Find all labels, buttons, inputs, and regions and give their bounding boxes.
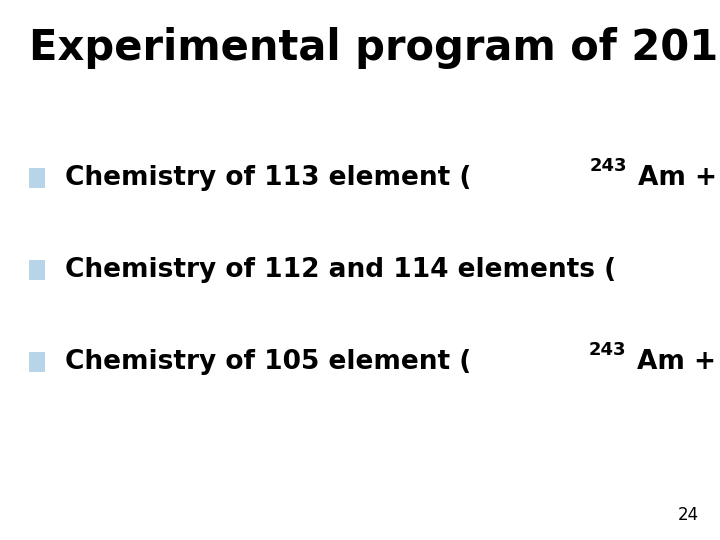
Text: 243: 243 [589,341,626,359]
Text: Experimental program of 2011-2012: Experimental program of 2011-2012 [29,27,720,69]
Bar [29,260,45,280]
Text: Chemistry of 113 element (: Chemistry of 113 element ( [65,165,471,191]
Text: Am +: Am + [637,165,720,191]
Text: 243: 243 [589,157,626,176]
Text: Chemistry of 105 element (: Chemistry of 105 element ( [65,349,471,375]
Bar [29,168,45,188]
Text: 24: 24 [678,506,698,524]
Bar [29,352,45,372]
Text: Chemistry of 112 and 114 elements (: Chemistry of 112 and 114 elements ( [65,257,616,283]
Text: Am +: Am + [637,349,720,375]
